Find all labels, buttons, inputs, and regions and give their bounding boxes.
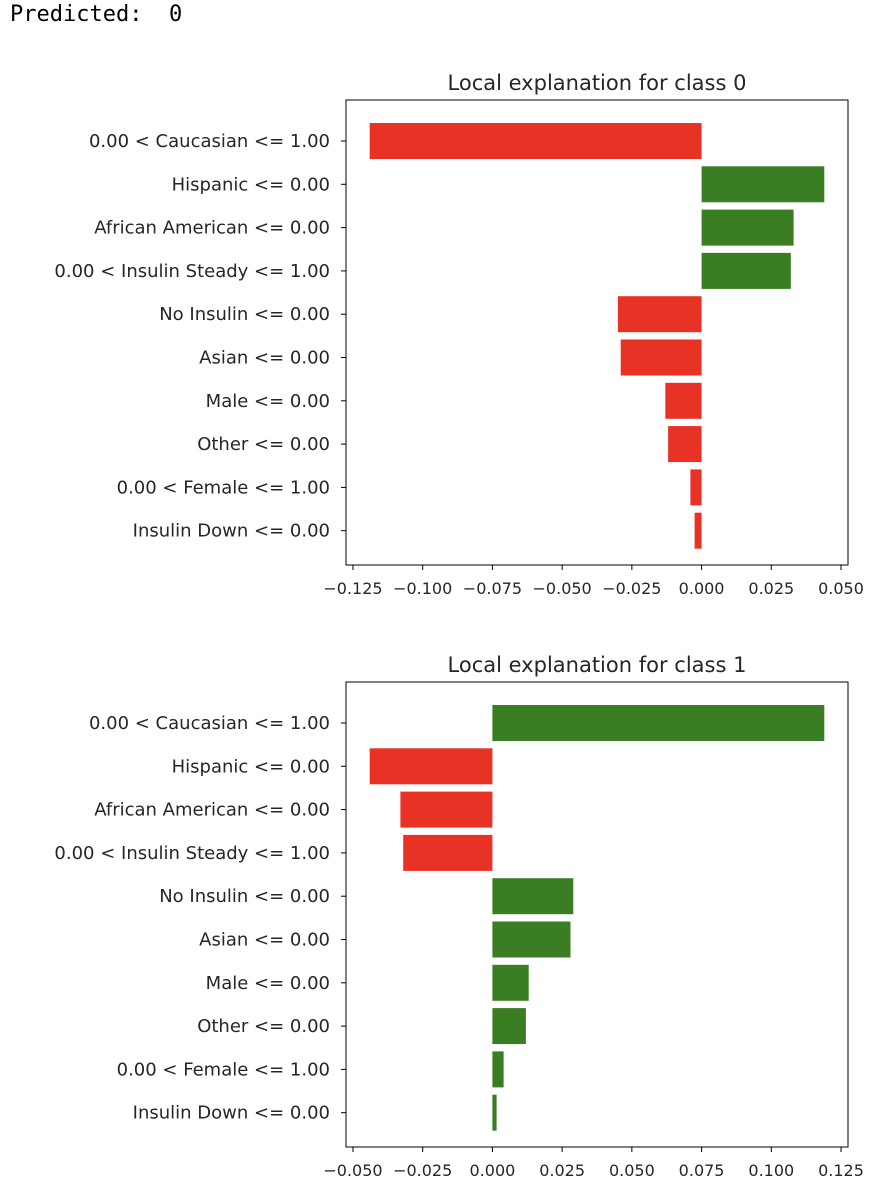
bar bbox=[492, 878, 574, 915]
x-tick-label: 0.050 bbox=[609, 1161, 655, 1180]
y-tick-label: African American <= 0.00 bbox=[94, 800, 330, 821]
y-tick-label: African American <= 0.00 bbox=[94, 218, 330, 239]
bar bbox=[492, 921, 571, 958]
x-tick-label: 0.025 bbox=[539, 1161, 585, 1180]
bar bbox=[492, 964, 529, 1001]
bar bbox=[492, 1094, 497, 1131]
chart-title: Local explanation for class 0 bbox=[448, 71, 747, 95]
bar bbox=[620, 339, 702, 376]
y-tick-label: Other <= 0.00 bbox=[197, 434, 330, 455]
plot-frame bbox=[345, 99, 849, 566]
x-tick-label: −0.125 bbox=[323, 579, 382, 598]
bar bbox=[369, 748, 493, 785]
x-tick-label: −0.050 bbox=[533, 579, 592, 598]
bar bbox=[369, 123, 702, 159]
y-tick-label: Hispanic <= 0.00 bbox=[172, 756, 330, 777]
predicted-value: 0 bbox=[168, 2, 183, 27]
y-tick-label: Asian <= 0.00 bbox=[199, 348, 330, 369]
x-tick-label: −0.100 bbox=[393, 579, 452, 598]
predicted-output: Predicted: 0 bbox=[10, 2, 182, 27]
y-tick-label: Hispanic <= 0.00 bbox=[172, 174, 330, 195]
y-tick-label: Male <= 0.00 bbox=[206, 973, 330, 994]
class-0-explanation-chart: Local explanation for class 0 0.00 < Cauc… bbox=[54, 71, 864, 598]
y-tick-label: No Insulin <= 0.00 bbox=[159, 886, 330, 907]
plot-frame bbox=[345, 681, 849, 1148]
x-tick-label: 0.050 bbox=[818, 579, 864, 598]
bar bbox=[701, 252, 791, 289]
y-tick-label: 0.00 < Caucasian <= 1.00 bbox=[89, 131, 330, 152]
bar bbox=[694, 512, 702, 549]
y-tick-label: 0.00 < Insulin Steady <= 1.00 bbox=[54, 261, 330, 282]
bar bbox=[492, 1008, 526, 1045]
bar bbox=[665, 382, 702, 419]
predicted-label: Predicted: bbox=[10, 2, 143, 27]
x-tick-label: 0.000 bbox=[470, 1161, 516, 1180]
bar bbox=[701, 166, 825, 203]
bar bbox=[492, 1051, 504, 1088]
y-tick-label: Other <= 0.00 bbox=[197, 1016, 330, 1037]
bar bbox=[668, 426, 702, 463]
y-tick-label: Insulin Down <= 0.00 bbox=[133, 1103, 330, 1124]
y-tick-label: 0.00 < Female <= 1.00 bbox=[117, 477, 330, 498]
y-tick-label: Insulin Down <= 0.00 bbox=[133, 521, 330, 542]
bar bbox=[492, 705, 825, 741]
bar bbox=[403, 834, 493, 871]
bar bbox=[701, 209, 794, 246]
x-tick-label: −0.075 bbox=[463, 579, 522, 598]
x-tick-label: −0.025 bbox=[393, 1161, 452, 1180]
x-tick-label: 0.075 bbox=[679, 1161, 725, 1180]
y-tick-label: 0.00 < Caucasian <= 1.00 bbox=[89, 713, 330, 734]
x-tick-label: 0.000 bbox=[679, 579, 725, 598]
chart-title: Local explanation for class 1 bbox=[448, 653, 747, 677]
bar bbox=[690, 469, 702, 506]
y-tick-label: Asian <= 0.00 bbox=[199, 930, 330, 951]
x-tick-label: 0.025 bbox=[748, 579, 794, 598]
bar bbox=[400, 791, 493, 828]
x-tick-label: 0.100 bbox=[748, 1161, 794, 1180]
y-tick-label: 0.00 < Insulin Steady <= 1.00 bbox=[54, 843, 330, 864]
class-1-explanation-chart: Local explanation for class 1 0.00 < Cauc… bbox=[54, 653, 864, 1180]
bar bbox=[617, 296, 702, 333]
x-tick-label: −0.050 bbox=[323, 1161, 382, 1180]
x-tick-label: −0.025 bbox=[602, 579, 661, 598]
y-tick-label: Male <= 0.00 bbox=[206, 391, 330, 412]
y-tick-label: No Insulin <= 0.00 bbox=[159, 304, 330, 325]
y-tick-label: 0.00 < Female <= 1.00 bbox=[117, 1059, 330, 1080]
x-tick-label: 0.125 bbox=[818, 1161, 864, 1180]
